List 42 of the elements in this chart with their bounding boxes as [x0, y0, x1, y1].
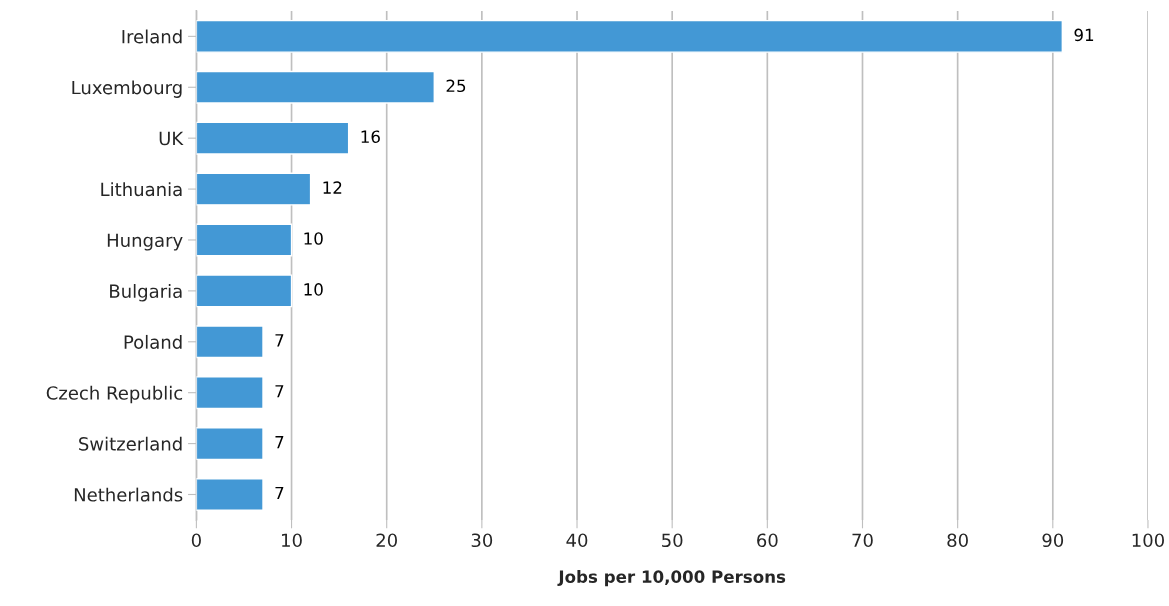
data-label: 10 — [304, 232, 323, 245]
x-tick-label: 90 — [1042, 533, 1064, 548]
y-tick-label: Lithuania — [101, 182, 182, 197]
data-label: 12 — [323, 181, 342, 194]
x-tick-label: 30 — [471, 533, 493, 548]
data-label: 91 — [1074, 28, 1094, 42]
bar — [196, 121, 350, 155]
x-axis-title: Jobs per 10,000 Persons — [557, 570, 786, 587]
x-tick-label: 70 — [852, 533, 873, 548]
x-tick-label: 60 — [757, 533, 778, 548]
bar — [196, 223, 293, 257]
x-tick-label: 100 — [1132, 533, 1164, 548]
x-tick-label: 80 — [947, 533, 968, 548]
y-tick-label: Ireland — [122, 29, 182, 44]
data-label: 16 — [361, 130, 380, 143]
y-tick-label: Netherlands — [74, 487, 183, 502]
bar — [196, 70, 435, 104]
x-tick-label: 20 — [376, 533, 397, 548]
bar — [196, 172, 312, 206]
y-tick-label: Czech Republic — [46, 385, 183, 404]
y-tick-label: Switzerland — [79, 436, 182, 451]
bar — [196, 325, 264, 359]
y-tick-label: Luxembourg — [72, 80, 182, 98]
data-label: 25 — [446, 79, 466, 93]
bar — [196, 376, 264, 410]
bar — [196, 478, 264, 511]
x-tick-label: 10 — [282, 533, 302, 548]
data-label: 10 — [304, 283, 323, 296]
x-tick-label: 50 — [662, 533, 683, 548]
data-label: 7 — [275, 385, 284, 398]
bar — [196, 274, 293, 308]
y-tick-label: UK — [159, 131, 184, 146]
y-tick-label: Hungary — [107, 233, 183, 251]
y-tick-label: Bulgaria — [110, 284, 182, 302]
x-tick-label: 40 — [566, 533, 588, 548]
bar — [196, 19, 1064, 53]
data-label: 7 — [275, 334, 284, 347]
x-tick-label: 0 — [191, 533, 201, 548]
data-label: 7 — [275, 486, 284, 500]
bar — [196, 427, 264, 461]
data-label: 7 — [275, 436, 284, 449]
y-tick-label: Poland — [124, 334, 182, 349]
